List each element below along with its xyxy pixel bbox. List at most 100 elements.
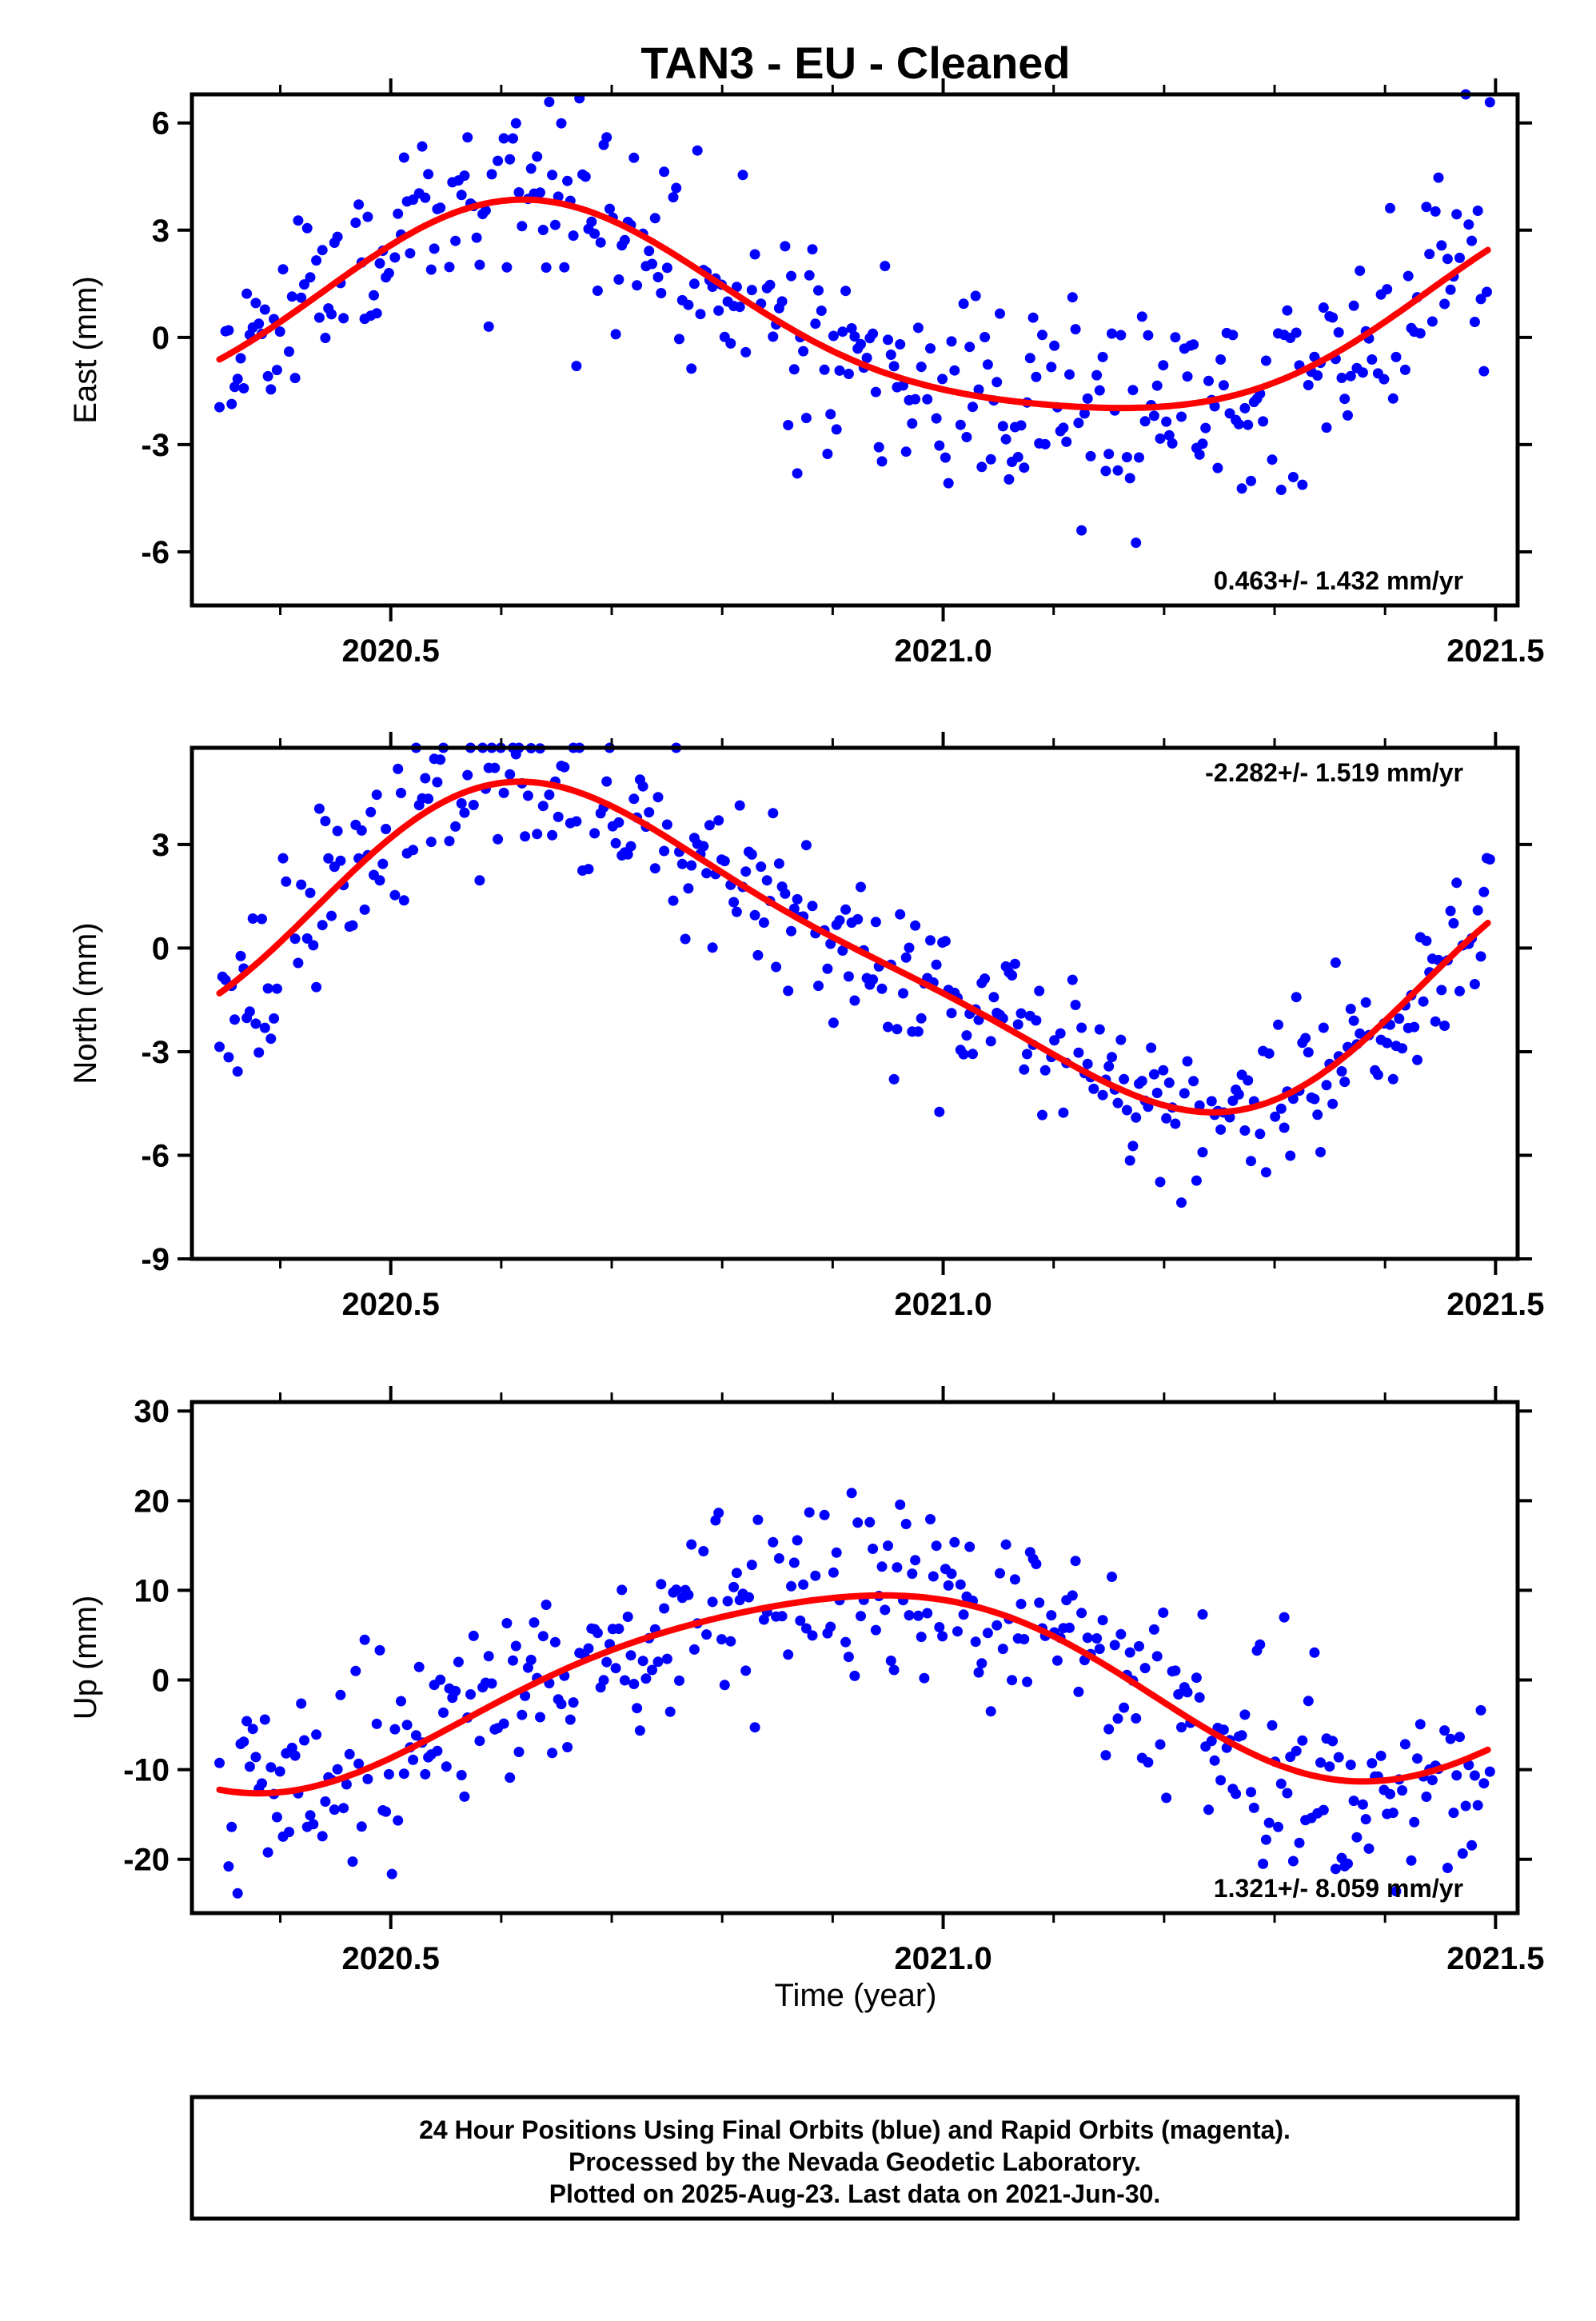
up-data-point [1391, 1886, 1402, 1897]
up-data-point [486, 1678, 497, 1689]
up-data-point [1236, 1730, 1247, 1741]
east-data-point [1121, 452, 1132, 463]
east-data-point [1076, 525, 1087, 536]
east-data-point [1478, 366, 1490, 377]
up-data-point [459, 1791, 470, 1802]
up-data-point [1176, 1722, 1187, 1733]
up-data-point [244, 1761, 255, 1772]
up-data-point [664, 1706, 676, 1717]
up-data-point [740, 1665, 752, 1676]
up-data-point [501, 1618, 513, 1628]
north-data-point [961, 1030, 972, 1041]
up-data-point [828, 1567, 839, 1578]
up-data-point [1357, 1799, 1368, 1810]
north-data-point [232, 1066, 243, 1077]
east-data-point [1107, 328, 1117, 339]
north-data-point [462, 769, 473, 781]
east-data-point [1246, 475, 1256, 486]
east-data-point [1143, 330, 1154, 341]
up-data-point [788, 1557, 800, 1568]
up-data-point [232, 1888, 243, 1899]
east-data-point [861, 353, 872, 363]
north-data-point [522, 790, 533, 801]
up-data-point [284, 1827, 294, 1838]
north-data-point [1158, 1065, 1169, 1076]
east-data-point [1094, 385, 1105, 396]
up-data-point [598, 1675, 609, 1686]
east-data-point [1037, 330, 1047, 341]
north-data-point [912, 1026, 924, 1037]
north-data-point [498, 787, 509, 798]
east-data-point [332, 231, 343, 242]
east-data-point [1170, 332, 1181, 343]
up-data-point [864, 1516, 876, 1528]
up-data-point [513, 1747, 525, 1757]
up-data-point [910, 1555, 921, 1566]
east-data-point [1197, 438, 1208, 449]
north-data-point [822, 963, 833, 974]
east-data-point [1442, 254, 1453, 265]
up-data-point [1067, 1590, 1078, 1601]
east-data-point [305, 272, 316, 283]
north-data-point [813, 981, 824, 992]
north-data-point [1070, 1000, 1081, 1010]
east-data-point [556, 118, 567, 129]
north-data-point [1345, 1004, 1356, 1014]
up-data-point [386, 1868, 397, 1880]
up-data-point [226, 1821, 237, 1832]
north-data-point [870, 917, 881, 928]
north-data-point [1321, 1080, 1332, 1091]
north-data-point [1215, 1124, 1227, 1135]
east-data-point [317, 245, 328, 256]
east-data-point [226, 398, 237, 409]
east-rate-annotation: 0.463+/- 1.432 mm/yr [1214, 566, 1463, 595]
east-data-point [1297, 479, 1308, 490]
north-data-point [247, 913, 258, 924]
up-data-point [916, 1632, 927, 1643]
east-data-point [1303, 380, 1314, 390]
east-data-point [1333, 327, 1344, 338]
north-data-point [253, 1047, 265, 1058]
up-data-point [719, 1680, 730, 1691]
up-data-point [1484, 1766, 1495, 1777]
up-data-point [728, 1581, 740, 1592]
up-data-point [731, 1568, 742, 1579]
north-data-point [1009, 958, 1020, 969]
north-data-point [786, 925, 796, 937]
up-data-point [1399, 1739, 1410, 1750]
up-data-point [1073, 1686, 1084, 1697]
up-y-tick-label: 0 [152, 1664, 170, 1699]
east-data-point [505, 154, 516, 165]
north-data-point [958, 1049, 969, 1060]
east-data-point [1433, 172, 1444, 183]
east-data-point [223, 325, 234, 336]
north-data-point [1131, 1112, 1142, 1123]
east-data-point [946, 336, 957, 347]
north-data-point [1197, 1147, 1208, 1158]
east-data-point [1424, 249, 1435, 260]
east-data-point [1163, 429, 1175, 441]
east-data-point [659, 166, 670, 178]
up-data-point [1275, 1778, 1287, 1789]
north-data-point [229, 1014, 240, 1025]
up-data-point [410, 1730, 421, 1741]
up-data-point [610, 1663, 621, 1674]
north-data-point [704, 820, 715, 831]
north-data-point [683, 883, 694, 894]
north-data-point [326, 910, 337, 921]
east-data-point [369, 290, 379, 301]
up-data-point [800, 1623, 812, 1634]
up-data-point [274, 1766, 285, 1777]
up-data-point [1148, 1624, 1159, 1635]
east-data-point [1064, 369, 1075, 380]
east-data-point [389, 252, 401, 263]
up-data-point [1472, 1800, 1483, 1811]
east-data-point [1454, 252, 1465, 263]
up-data-point [795, 1615, 806, 1626]
up-data-point [1333, 1752, 1344, 1763]
east-data-point [417, 141, 428, 152]
north-data-point [849, 995, 860, 1006]
up-data-points [214, 1488, 1495, 1899]
up-data-point [674, 1675, 684, 1686]
north-data-point [1161, 1113, 1172, 1124]
